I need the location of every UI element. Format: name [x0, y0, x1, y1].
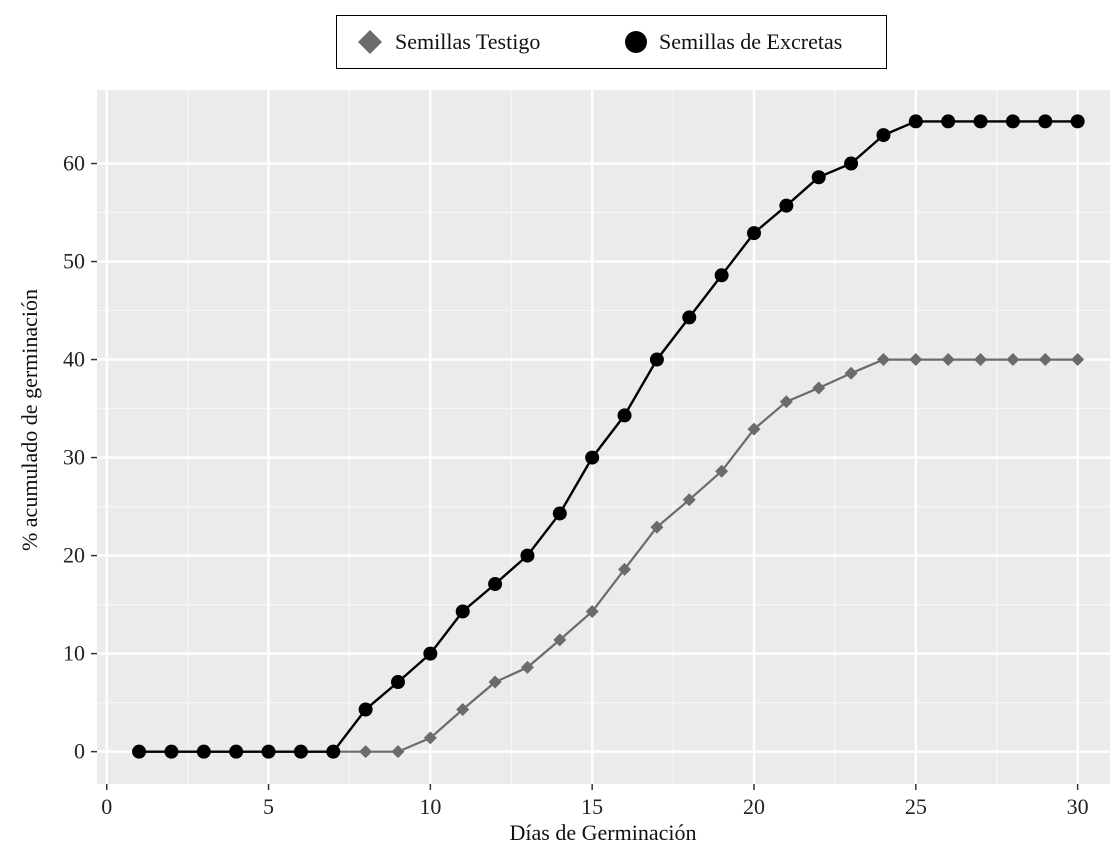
data-point-excretas	[552, 506, 567, 521]
x-tick-label: 15	[581, 794, 603, 819]
y-axis-title: % acumulado de germinación	[17, 288, 42, 552]
data-point-testigo	[941, 353, 955, 367]
legend-diamond-icon	[358, 30, 382, 54]
data-point-excretas	[908, 114, 923, 129]
data-point-excretas	[617, 408, 632, 423]
data-point-excretas	[455, 604, 470, 619]
x-axis-title: Días de Germinación	[509, 820, 697, 845]
legend-circle-icon	[625, 31, 647, 53]
y-tick-label: 50	[63, 249, 85, 274]
y-tick-label: 0	[74, 739, 85, 764]
data-point-excretas	[164, 744, 179, 759]
data-point-excretas	[876, 128, 891, 143]
data-point-excretas	[326, 744, 341, 759]
data-point-testigo	[747, 422, 761, 436]
y-tick-label: 60	[63, 151, 85, 176]
data-point-excretas	[585, 450, 600, 465]
grid-lines	[97, 90, 1110, 784]
data-point-excretas	[682, 310, 697, 325]
legend: Semillas Testigo Semillas de Excretas	[336, 15, 887, 69]
data-point-testigo	[391, 745, 405, 759]
x-tick-label: 20	[743, 794, 765, 819]
data-point-testigo	[844, 366, 858, 380]
data-point-excretas	[1038, 114, 1053, 129]
x-tick-label: 5	[263, 794, 274, 819]
data-point-testigo	[1006, 353, 1020, 367]
data-point-testigo	[488, 675, 502, 689]
data-point-excretas	[1070, 114, 1085, 129]
data-point-testigo	[974, 353, 988, 367]
data-point-testigo	[423, 731, 437, 745]
data-point-excretas	[520, 548, 535, 563]
series-layer	[132, 114, 1085, 759]
data-point-excretas	[132, 744, 147, 759]
data-point-excretas	[714, 268, 729, 283]
data-point-testigo	[520, 660, 534, 674]
data-point-excretas	[390, 675, 405, 690]
data-point-testigo	[1038, 353, 1052, 367]
legend-label-excretas: Semillas de Excretas	[659, 29, 843, 54]
data-point-excretas	[423, 646, 438, 661]
data-point-excretas	[844, 156, 859, 171]
legend-item-excretas: Semillas de Excretas	[621, 16, 842, 68]
y-tick-label: 10	[63, 641, 85, 666]
data-point-testigo	[456, 703, 470, 717]
data-point-excretas	[779, 198, 794, 213]
data-point-testigo	[1071, 353, 1085, 367]
data-point-excretas	[1005, 114, 1020, 129]
data-point-testigo	[650, 520, 664, 534]
data-point-excretas	[261, 744, 276, 759]
data-point-testigo	[812, 381, 826, 395]
data-point-testigo	[585, 604, 599, 618]
data-point-excretas	[293, 744, 308, 759]
data-point-excretas	[746, 226, 761, 241]
x-tick-label: 0	[101, 794, 112, 819]
x-tick-label: 25	[905, 794, 927, 819]
data-point-testigo	[553, 633, 567, 647]
y-tick-label: 20	[63, 543, 85, 568]
data-point-excretas	[811, 170, 826, 185]
data-point-excretas	[358, 702, 373, 717]
data-point-testigo	[359, 745, 373, 759]
data-point-testigo	[682, 493, 696, 507]
data-point-testigo	[909, 353, 923, 367]
data-point-excretas	[196, 744, 211, 759]
data-point-testigo	[618, 562, 632, 576]
plot-panel	[97, 90, 1110, 784]
data-point-excretas	[649, 352, 664, 367]
legend-item-testigo: Semillas Testigo	[355, 16, 540, 68]
data-point-excretas	[488, 577, 503, 592]
data-point-excretas	[941, 114, 956, 129]
x-tick-label: 30	[1067, 794, 1089, 819]
data-point-excretas	[229, 744, 244, 759]
data-point-testigo	[715, 464, 729, 478]
x-tick-label: 10	[419, 794, 441, 819]
y-tick-label: 40	[63, 347, 85, 372]
axes: 0 5 10 15 20 25 30 0 10 20 30 40 50 60	[63, 151, 1089, 819]
data-point-excretas	[973, 114, 988, 129]
y-tick-label: 30	[63, 445, 85, 470]
data-point-testigo	[779, 395, 793, 409]
data-point-testigo	[876, 353, 890, 367]
legend-label-testigo: Semillas Testigo	[395, 29, 541, 54]
